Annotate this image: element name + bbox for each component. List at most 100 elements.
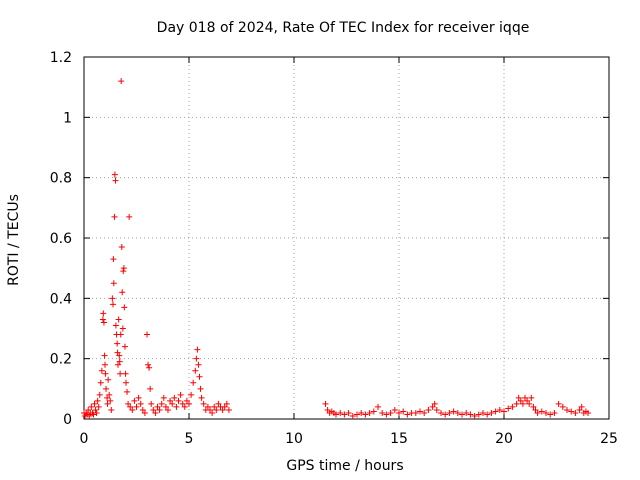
data-point (124, 388, 131, 395)
y-tick-label: 1.2 (50, 50, 72, 66)
data-point (195, 361, 202, 368)
data-point (568, 408, 575, 415)
data-point (145, 361, 152, 368)
data-point (118, 244, 125, 251)
data-point (114, 349, 121, 356)
data-point (109, 301, 116, 308)
data-point (190, 379, 197, 386)
data-point (207, 406, 213, 413)
data-point (114, 340, 121, 347)
data-point (110, 256, 117, 263)
data-point (463, 409, 470, 416)
data-point (112, 177, 119, 184)
data-point (96, 391, 103, 398)
data-point (141, 409, 148, 416)
data-point (213, 406, 220, 413)
data-point (425, 406, 432, 413)
data-point (585, 409, 591, 416)
data-point (186, 400, 192, 407)
data-point (131, 397, 138, 404)
data-point (578, 403, 585, 410)
y-tick-label: 0.4 (50, 291, 72, 307)
data-point (532, 406, 539, 413)
data-point (160, 394, 167, 401)
data-point (438, 409, 444, 416)
data-point (129, 406, 136, 413)
data-point (193, 355, 200, 362)
data-point (119, 289, 126, 296)
data-point (100, 319, 107, 326)
data-point (337, 409, 344, 416)
data-point (111, 171, 118, 178)
data-point (86, 412, 93, 419)
data-point (519, 400, 526, 407)
chart-title: Day 018 of 2024, Rate Of TEC Index for r… (157, 20, 530, 36)
data-point (167, 397, 174, 404)
data-point (158, 400, 165, 407)
data-point (152, 409, 159, 416)
data-point (105, 376, 112, 383)
data-point (345, 409, 352, 416)
data-point (139, 406, 146, 413)
data-point (528, 394, 535, 401)
data-point (133, 403, 140, 410)
data-point (122, 370, 129, 377)
data-point (433, 406, 440, 413)
data-point (431, 400, 438, 407)
data-point (177, 391, 184, 398)
data-point (505, 405, 512, 412)
data-point (127, 403, 134, 410)
data-point (116, 352, 123, 359)
data-point (467, 411, 474, 418)
data-point (119, 325, 126, 332)
data-point (121, 343, 128, 350)
data-point (417, 408, 423, 415)
data-point (215, 400, 222, 407)
data-point (85, 406, 92, 413)
data-point (144, 331, 150, 338)
x-axis-label: GPS time / hours (286, 458, 403, 474)
data-point (538, 408, 545, 415)
data-point (120, 268, 127, 275)
data-point (156, 406, 163, 413)
data-point (200, 400, 207, 407)
data-point (225, 406, 232, 413)
data-point (219, 406, 226, 413)
data-point (209, 409, 216, 416)
data-point (496, 406, 503, 413)
data-point (429, 403, 436, 410)
data-point (97, 379, 104, 386)
data-point (576, 406, 583, 413)
data-point (551, 409, 558, 416)
data-point (101, 352, 108, 359)
data-point (121, 304, 128, 311)
data-point (484, 411, 491, 418)
data-point (179, 400, 186, 407)
data-point (379, 409, 386, 416)
x-tick-labels: 0 5 10 15 20 25 (80, 431, 618, 447)
data-point (488, 409, 495, 416)
data-point (173, 403, 180, 410)
data-point (197, 385, 204, 392)
data-point (147, 385, 154, 392)
data-point (192, 367, 199, 374)
data-point (104, 394, 111, 401)
data-point (93, 409, 100, 416)
data-point (198, 394, 205, 401)
data-point (194, 346, 201, 353)
data-point (509, 403, 516, 410)
data-point (412, 409, 419, 416)
data-point (123, 379, 129, 386)
y-tick-labels: 0 0.2 0.4 0.6 0.8 1 1.2 (50, 50, 72, 428)
data-point (341, 411, 348, 418)
data-point (88, 403, 95, 410)
data-point (223, 400, 230, 407)
data-point (547, 411, 554, 418)
data-point (370, 408, 377, 415)
data-point (387, 409, 394, 416)
y-tick-label: 0.2 (50, 352, 72, 368)
data-point (188, 391, 195, 398)
data-point (100, 310, 107, 317)
data-point (106, 391, 113, 398)
data-point (524, 397, 531, 404)
